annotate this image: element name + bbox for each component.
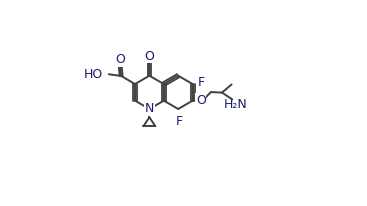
Text: O: O — [145, 50, 155, 63]
Text: H₂N: H₂N — [224, 98, 248, 111]
Text: O: O — [196, 94, 206, 107]
Text: N: N — [145, 102, 154, 116]
Text: F: F — [198, 76, 205, 89]
Text: O: O — [115, 53, 125, 66]
Text: HO: HO — [84, 68, 103, 81]
Text: F: F — [176, 115, 183, 128]
